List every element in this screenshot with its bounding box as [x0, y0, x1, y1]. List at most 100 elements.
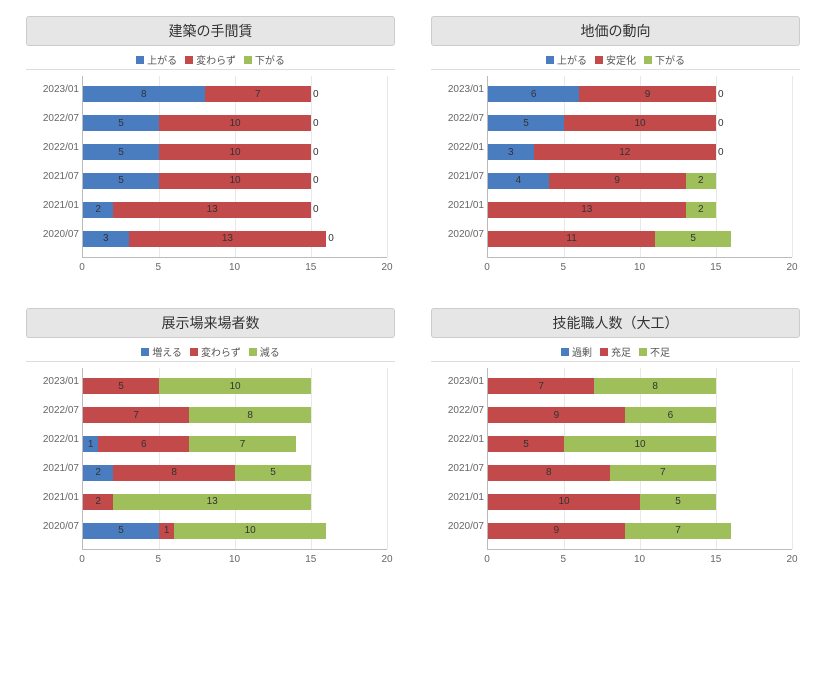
legend-label: 増える [152, 344, 182, 359]
bar-track: 0115 [488, 231, 792, 247]
bar-segment: 7 [205, 86, 311, 102]
legend-swatch [136, 56, 144, 64]
bar-segment: 5 [640, 494, 716, 510]
y-category-label: 2022/07 [432, 113, 484, 124]
bar-row: 2022/013120 [488, 142, 792, 162]
bar-value-label: 9 [645, 89, 651, 100]
chart-legend: 増える変わらず減る [26, 342, 395, 362]
bar-value-label: 0 [313, 89, 319, 100]
y-category-label: 2023/01 [432, 84, 484, 95]
bar-segment: 2 [83, 465, 113, 481]
plot-area: 2023/010782022/070962022/0105102021/0708… [431, 362, 800, 572]
x-tick-label: 15 [305, 554, 316, 565]
y-category-label: 2023/01 [27, 376, 79, 387]
x-tick-label: 0 [79, 262, 85, 273]
bar-segment: 10 [488, 494, 640, 510]
chart-title: 技能職人数（大工） [431, 308, 800, 338]
bar-value-label: 7 [255, 89, 261, 100]
bar-value-label: 13 [222, 233, 233, 244]
x-tick-label: 0 [79, 554, 85, 565]
bar-segment: 7 [625, 523, 731, 539]
bar-value-label: 13 [207, 204, 218, 215]
bar-value-label: 6 [141, 439, 147, 450]
x-tick-label: 15 [305, 262, 316, 273]
legend-swatch [639, 348, 647, 356]
bar-value-label: 0 [718, 118, 724, 129]
legend-item: 増える [141, 344, 182, 359]
bar-value-label: 0 [313, 175, 319, 186]
legend-swatch [600, 348, 608, 356]
y-category-label: 2022/01 [432, 142, 484, 153]
bar-segment: 5 [83, 115, 159, 131]
bar-track: 3130 [83, 231, 387, 247]
bar-value-label: 10 [229, 147, 240, 158]
bar-value-label: 0 [313, 204, 319, 215]
bar-value-label: 8 [171, 467, 177, 478]
y-category-label: 2022/07 [27, 405, 79, 416]
bar-row: 2023/01690 [488, 84, 792, 104]
bar-track: 5100 [83, 115, 387, 131]
y-category-label: 2023/01 [27, 84, 79, 95]
bar-segment: 5 [83, 523, 159, 539]
x-ticks: 05101520 [487, 260, 792, 280]
y-category-label: 2020/07 [27, 521, 79, 532]
chart-legend: 過剰充足不足 [431, 342, 800, 362]
plot-area: 2023/0105102022/070782022/011672021/0728… [26, 362, 395, 572]
bar-value-label: 1 [164, 525, 170, 536]
bar-segment: 9 [488, 407, 625, 423]
y-category-label: 2021/01 [432, 492, 484, 503]
bar-track: 4 9 2 [488, 173, 792, 189]
bar-value-label: 2 [95, 496, 101, 507]
bar-segment: 10 [159, 144, 311, 160]
bar-track: 5100 [488, 115, 792, 131]
x-tick-label: 10 [229, 262, 240, 273]
legend-label: 上がる [557, 52, 587, 67]
bar-value-label: 12 [619, 147, 630, 158]
bar-segment: 13 [129, 231, 327, 247]
bar-value-label: 11 [566, 233, 576, 244]
bar-segment: 7 [488, 378, 594, 394]
bar-segment: 3 [488, 144, 534, 160]
bar-row: 2022/07078 [83, 405, 387, 425]
bar-value-label: 4 [516, 175, 522, 186]
bar-segment: 2 [686, 173, 716, 189]
legend-swatch [644, 56, 652, 64]
bar-row: 2020/073130 [83, 229, 387, 249]
bar-value-label: 9 [554, 410, 560, 421]
y-category-label: 2021/07 [27, 463, 79, 474]
x-tick-label: 5 [155, 262, 161, 273]
bar-value-label: 9 [554, 525, 560, 536]
bar-segment: 9 [488, 523, 625, 539]
bar-value-label: 6 [531, 89, 537, 100]
bar-row: 2021/010105 [488, 492, 792, 512]
y-category-label: 2022/07 [432, 405, 484, 416]
x-ticks: 05101520 [82, 552, 387, 572]
bar-value-label: 0 [328, 233, 334, 244]
bar-row: 2022/010510 [488, 434, 792, 454]
y-category-label: 2020/07 [432, 229, 484, 240]
bar-segment: 7 [83, 407, 189, 423]
bar-segment: 7 [189, 436, 295, 452]
bar-value-label: 5 [118, 118, 124, 129]
y-category-label: 2023/01 [432, 376, 484, 387]
bar-segment: 10 [159, 115, 311, 131]
bar-segment: 8 [113, 465, 235, 481]
bar-row: 2023/010510 [83, 376, 387, 396]
bar-track: 5100 [83, 144, 387, 160]
chart-legend: 上がる変わらず下がる [26, 50, 395, 70]
x-tick-label: 10 [634, 554, 645, 565]
bar-value-label: 10 [229, 381, 240, 392]
bar-value-label: 5 [118, 147, 124, 158]
bar-value-label: 5 [118, 525, 124, 536]
gridline [387, 368, 388, 549]
bar-track: 0105 [488, 494, 792, 510]
x-tick-label: 20 [381, 554, 392, 565]
bar-track: 087 [488, 465, 792, 481]
chart-panel: 地価の動向上がる安定化下がる2023/016902022/0751002022/… [425, 16, 806, 280]
legend-item: 変わらず [185, 52, 236, 67]
bar-value-label: 7 [538, 381, 544, 392]
bar-row: 2020/07097 [488, 521, 792, 541]
gridline [387, 76, 388, 257]
bar-value-label: 9 [614, 175, 620, 186]
bar-track: 0510 [83, 378, 387, 394]
